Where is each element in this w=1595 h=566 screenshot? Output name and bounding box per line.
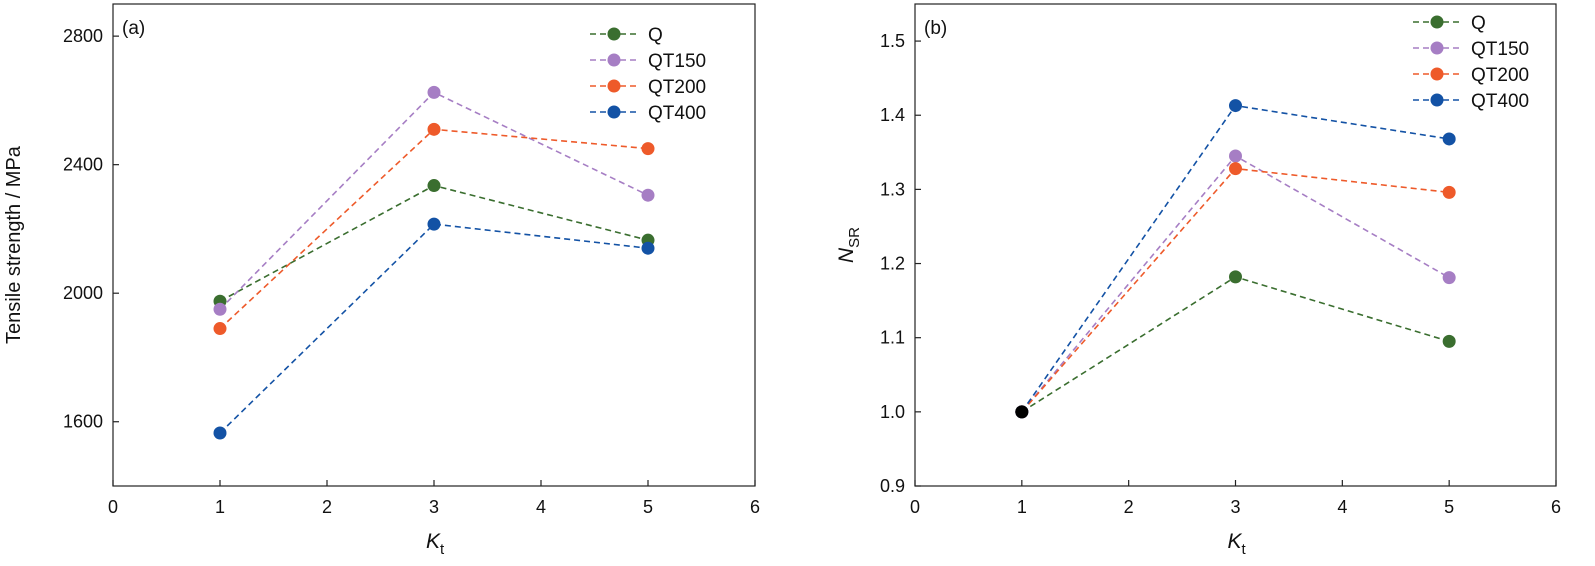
data-point-qt400	[427, 217, 441, 231]
series-line-q	[1021, 276, 1450, 413]
x-tick-label: 6	[1551, 497, 1561, 517]
legend-marker	[1430, 93, 1444, 107]
data-point-qt150	[427, 85, 441, 99]
data-point-qt200	[427, 122, 441, 136]
chart-panel-b: 0 1 2 3 4 5 6 0.9 1.0 1.1 1.2 1.3 1.4 1.5 Kt NSR (b) Q QT1…	[835, 3, 1561, 558]
series-line-qt400	[219, 223, 649, 434]
series-line-qt150	[1021, 154, 1450, 413]
x-tick-label: 4	[1337, 497, 1347, 517]
y-tick-label: 1.5	[880, 31, 905, 51]
x-tick-label: 4	[536, 497, 546, 517]
legend-marker	[607, 79, 621, 93]
data-point-q	[1229, 270, 1242, 284]
data-point-qt400	[213, 426, 227, 440]
data-point-common	[1015, 405, 1029, 419]
data-point-qt200	[213, 322, 227, 336]
data-point-q	[427, 179, 441, 193]
y-tick-label: 1.1	[880, 328, 905, 348]
panel-label: (a)	[122, 18, 145, 39]
x-tick-label: 1	[1017, 497, 1027, 517]
legend-marker	[607, 105, 621, 119]
legend-label: QT150	[648, 51, 706, 72]
data-point-qt400	[641, 241, 655, 255]
x-tick-label: 0	[108, 497, 118, 517]
x-tick-label: 2	[322, 497, 332, 517]
legend: Q QT150 QT200 QT400	[1413, 13, 1529, 112]
y-tick-label: 1.0	[880, 402, 905, 422]
legend-label: QT200	[1471, 65, 1529, 86]
data-point-qt400	[1442, 132, 1456, 146]
y-tick-label: 1.4	[880, 105, 905, 125]
legend-label: QT400	[1471, 91, 1529, 112]
legend: Q QT150 QT200 QT400	[590, 25, 706, 124]
x-tick-label: 3	[429, 497, 439, 517]
y-axis-label: NSR	[835, 227, 863, 263]
data-point-qt150	[1442, 271, 1456, 285]
panel-label: (b)	[924, 18, 947, 39]
legend-label: QT400	[648, 103, 706, 124]
y-tick-label: 2800	[63, 26, 103, 46]
legend-label: QT150	[1471, 39, 1529, 60]
y-tick-label: 1.2	[880, 254, 905, 274]
x-axis-label: Kt	[1228, 530, 1247, 558]
legend-label: Q	[648, 25, 663, 46]
y-tick-label: 1.3	[880, 179, 905, 199]
x-tick-label: 3	[1230, 497, 1240, 517]
legend-marker	[1430, 67, 1444, 81]
data-point-qt150	[641, 188, 655, 202]
data-point-qt200	[1442, 185, 1456, 199]
data-point-qt150	[213, 302, 227, 316]
data-point-qt200	[1229, 162, 1242, 176]
legend-marker	[1430, 15, 1444, 29]
legend-marker	[1430, 41, 1444, 55]
x-tick-label: 1	[215, 497, 225, 517]
series-line-qt200	[1021, 167, 1450, 413]
y-tick-label: 1600	[63, 412, 103, 432]
data-point-qt150	[1229, 149, 1242, 163]
y-tick-label: 0.9	[880, 476, 905, 496]
legend-label: Q	[1471, 13, 1486, 34]
x-tick-label: 0	[910, 497, 920, 517]
x-tick-label: 5	[643, 497, 653, 517]
data-point-q	[1442, 334, 1456, 348]
x-tick-label: 2	[1124, 497, 1134, 517]
x-axis-label: Kt	[426, 530, 445, 558]
data-point-qt200	[641, 142, 655, 156]
data-point-qt400	[1229, 99, 1242, 113]
legend-marker	[607, 53, 621, 67]
x-tick-label: 5	[1444, 497, 1454, 517]
legend-marker	[607, 27, 621, 41]
x-tick-label: 6	[750, 497, 760, 517]
y-axis-label: Tensile strength / MPa	[3, 145, 25, 344]
y-tick-label: 2400	[63, 155, 103, 175]
y-tick-label: 2000	[63, 283, 103, 303]
legend-label: QT200	[648, 77, 706, 98]
plot-frame	[914, 3, 1557, 487]
chart-panel-a: 0 1 2 3 4 5 6 1600 2000 2400 2800 Kt Tensile strengt…	[3, 3, 760, 558]
